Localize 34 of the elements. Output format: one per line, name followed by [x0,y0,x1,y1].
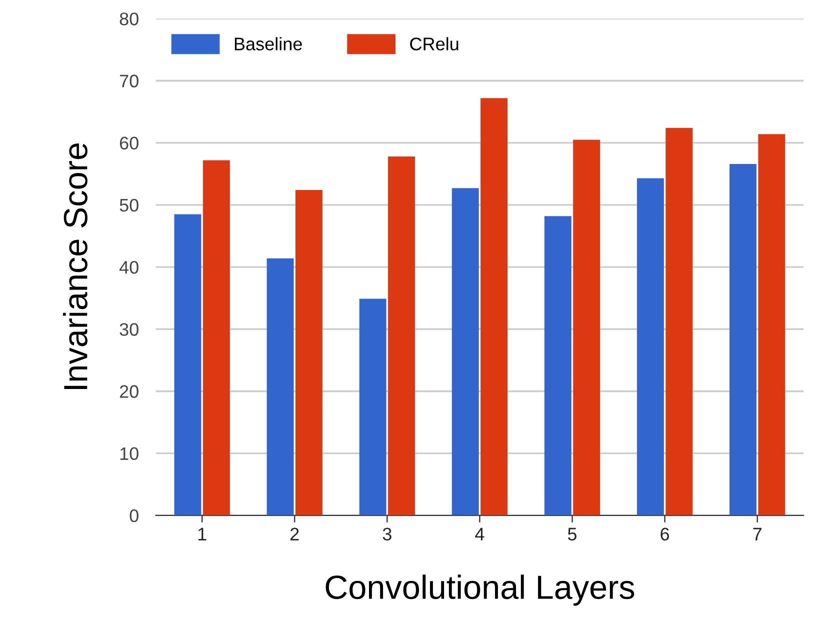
y-tick-label: 10 [120,447,138,460]
bar [359,298,386,516]
legend-label: Baseline [234,37,302,50]
bar [573,140,600,516]
x-tick-label: 7 [753,528,762,540]
bar [202,160,230,516]
bar [174,214,202,516]
bar [730,164,756,516]
y-tick-label: 70 [120,74,138,88]
bar [480,98,508,516]
y-tick-label: 30 [120,323,138,336]
y-axis-title: Invariance Score [62,143,88,390]
bar [544,216,572,516]
y-tick-label: 0 [130,509,138,522]
x-tick-label: 3 [382,528,392,540]
y-tick-label: 60 [120,136,138,150]
x-tick-label: 2 [290,528,299,540]
x-tick-label: 5 [568,528,577,540]
x-tick-label: 6 [660,528,670,540]
y-tick-label: 80 [120,12,138,26]
bar [636,178,664,516]
bar [666,128,693,516]
x-axis-title: Convolutional Layers [326,574,634,606]
y-tick-label: 40 [119,260,138,274]
bar [758,134,786,516]
bar [295,190,322,516]
x-tick-label: 1 [198,528,206,540]
legend-label: CRelu [410,37,458,50]
x-tick-label: 4 [475,528,484,540]
bar [266,258,294,516]
bar [452,188,479,516]
y-tick-label: 20 [120,385,138,398]
y-tick-label: 50 [120,198,138,212]
bar [388,156,415,516]
